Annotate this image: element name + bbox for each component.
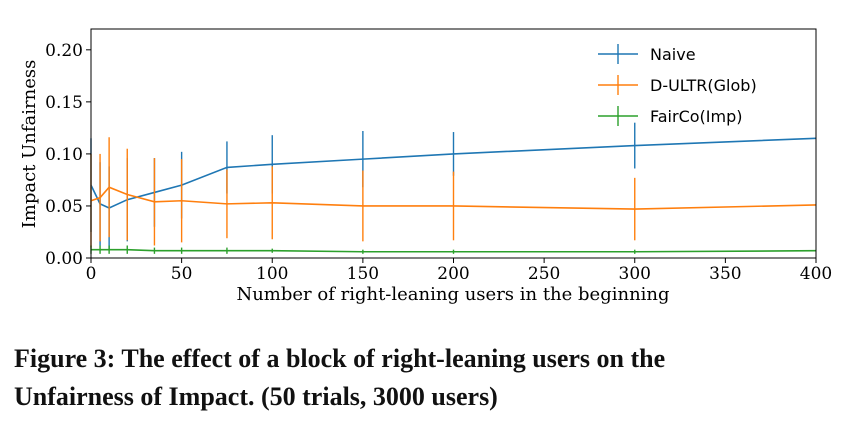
plot-area: 0 50 100 150 200 250 300 350 400 0.00 0.05 0.10 0.15… — [45, 28, 832, 284]
y-tick-label: 0.20 — [45, 41, 83, 61]
x-tick-label: 200 — [437, 264, 469, 284]
caption-line-1: Figure 3: The effect of a block of right… — [14, 344, 666, 373]
y-axis-label: Impact Unfairness — [19, 60, 40, 229]
x-tick-label: 300 — [619, 264, 651, 284]
y-tick-label: 0.00 — [45, 249, 83, 269]
legend-label-D-ULTR(Glob): D-ULTR(Glob) — [650, 76, 757, 95]
caption-line-2: Unfairness of Impact. (50 trials, 3000 u… — [14, 382, 498, 411]
series-line-D-ULTR(Glob) — [90, 186, 817, 210]
legend-label-Naive: Naive — [650, 45, 696, 64]
y-tick-label: 0.05 — [45, 197, 83, 217]
x-tick-label: 50 — [171, 264, 193, 284]
series-line-Naive — [90, 137, 817, 209]
x-tick-label: 0 — [86, 264, 97, 284]
x-tick-label: 250 — [528, 264, 560, 284]
series-line-FairCo(Imp) — [91, 248, 817, 253]
x-tick-label: 150 — [347, 264, 379, 284]
x-tick-label: 100 — [256, 264, 288, 284]
legend-label-FairCo(Imp): FairCo(Imp) — [650, 107, 742, 126]
x-tick-label: 350 — [709, 264, 741, 284]
figure-caption: Figure 3: The effect of a block of right… — [14, 340, 854, 416]
x-axis-label: Number of right-leaning users in the beg… — [236, 284, 669, 305]
y-tick-label: 0.15 — [45, 93, 83, 113]
y-tick-label: 0.10 — [45, 145, 83, 165]
x-tick-label: 400 — [800, 264, 832, 284]
